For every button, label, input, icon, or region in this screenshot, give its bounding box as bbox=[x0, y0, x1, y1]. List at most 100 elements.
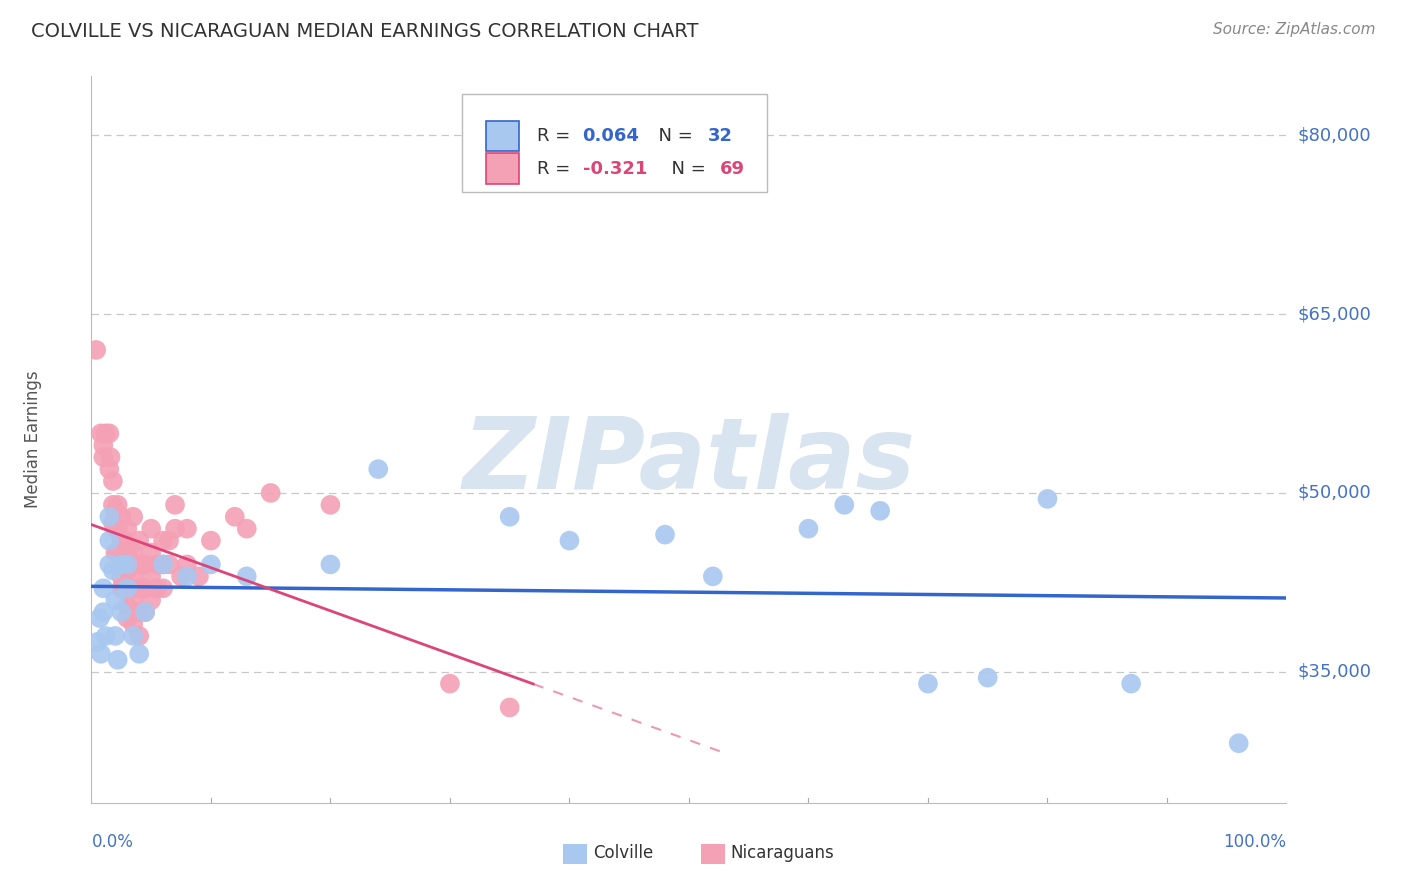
Point bbox=[141, 545, 162, 559]
Point bbox=[146, 558, 169, 572]
Point bbox=[98, 558, 121, 572]
Text: Median Earnings: Median Earnings bbox=[24, 370, 42, 508]
Point bbox=[93, 438, 114, 452]
Point bbox=[110, 533, 132, 548]
Point bbox=[134, 605, 156, 619]
Point bbox=[200, 533, 222, 548]
Point bbox=[439, 676, 461, 690]
Point bbox=[498, 509, 520, 524]
Point bbox=[187, 569, 211, 583]
Point bbox=[176, 569, 198, 583]
FancyBboxPatch shape bbox=[461, 94, 766, 192]
Text: 69: 69 bbox=[720, 160, 745, 178]
Point bbox=[558, 533, 581, 548]
Point bbox=[104, 522, 127, 536]
Point bbox=[122, 569, 145, 583]
Point bbox=[157, 533, 180, 548]
Point bbox=[319, 498, 342, 512]
Point bbox=[122, 617, 145, 632]
Point bbox=[110, 558, 132, 572]
Point bbox=[86, 635, 108, 649]
Text: ZIPatlas: ZIPatlas bbox=[463, 413, 915, 509]
Point bbox=[917, 676, 939, 690]
Point bbox=[152, 533, 174, 548]
Point bbox=[235, 522, 259, 536]
Point bbox=[98, 533, 121, 548]
Point bbox=[122, 593, 145, 607]
Point bbox=[115, 563, 138, 577]
Point bbox=[152, 582, 174, 596]
Text: Source: ZipAtlas.com: Source: ZipAtlas.com bbox=[1212, 22, 1375, 37]
Text: 100.0%: 100.0% bbox=[1223, 833, 1286, 851]
Point bbox=[128, 558, 150, 572]
Bar bbox=[700, 844, 725, 863]
Point bbox=[134, 558, 156, 572]
Text: 32: 32 bbox=[709, 127, 733, 145]
Point bbox=[94, 426, 117, 441]
Point bbox=[832, 498, 855, 512]
Text: 0.0%: 0.0% bbox=[91, 833, 134, 851]
Point bbox=[114, 533, 136, 548]
Point bbox=[93, 605, 114, 619]
Point bbox=[163, 498, 186, 512]
Point bbox=[797, 522, 820, 536]
Point bbox=[101, 474, 124, 488]
Point bbox=[100, 450, 122, 465]
Point bbox=[367, 462, 389, 476]
Point bbox=[128, 533, 150, 548]
Point bbox=[114, 558, 136, 572]
Point bbox=[498, 700, 520, 714]
Point bbox=[115, 545, 138, 559]
Point bbox=[101, 498, 124, 512]
Point bbox=[110, 509, 132, 524]
Point bbox=[141, 569, 162, 583]
Text: $35,000: $35,000 bbox=[1298, 663, 1372, 681]
Point bbox=[104, 593, 127, 607]
Text: -0.321: -0.321 bbox=[582, 160, 647, 178]
Point bbox=[110, 569, 132, 583]
Text: 0.064: 0.064 bbox=[582, 127, 640, 145]
Point bbox=[319, 558, 342, 572]
Point bbox=[128, 647, 150, 661]
Point bbox=[114, 582, 136, 596]
Point bbox=[235, 569, 259, 583]
Text: Nicaraguans: Nicaraguans bbox=[731, 844, 835, 862]
Text: $50,000: $50,000 bbox=[1298, 484, 1371, 502]
Point bbox=[118, 558, 141, 572]
Point bbox=[94, 629, 117, 643]
Point bbox=[128, 582, 150, 596]
Point bbox=[110, 558, 132, 572]
Bar bbox=[564, 844, 588, 863]
Point bbox=[104, 545, 127, 559]
Point bbox=[115, 558, 138, 572]
Point bbox=[98, 462, 121, 476]
Point bbox=[90, 647, 112, 661]
Point bbox=[115, 522, 138, 536]
Point bbox=[1119, 676, 1142, 690]
Point bbox=[128, 605, 150, 619]
Point bbox=[90, 426, 112, 441]
Point bbox=[176, 558, 198, 572]
Point bbox=[107, 498, 129, 512]
Point bbox=[134, 605, 156, 619]
Point bbox=[1227, 736, 1250, 750]
Text: N =: N = bbox=[647, 127, 699, 145]
Point bbox=[152, 558, 174, 572]
Point bbox=[115, 582, 138, 596]
Point bbox=[101, 516, 124, 530]
Point bbox=[702, 569, 724, 583]
Point bbox=[118, 582, 141, 596]
Point bbox=[93, 450, 114, 465]
Point bbox=[104, 504, 127, 518]
Point bbox=[93, 582, 114, 596]
Text: R =: R = bbox=[537, 127, 576, 145]
Point bbox=[101, 563, 124, 577]
Point bbox=[163, 522, 186, 536]
Point bbox=[141, 522, 162, 536]
Point bbox=[170, 569, 193, 583]
Point bbox=[110, 605, 132, 619]
Point bbox=[115, 582, 138, 596]
Point bbox=[115, 599, 138, 614]
Text: N =: N = bbox=[661, 160, 711, 178]
Text: $80,000: $80,000 bbox=[1298, 127, 1371, 145]
